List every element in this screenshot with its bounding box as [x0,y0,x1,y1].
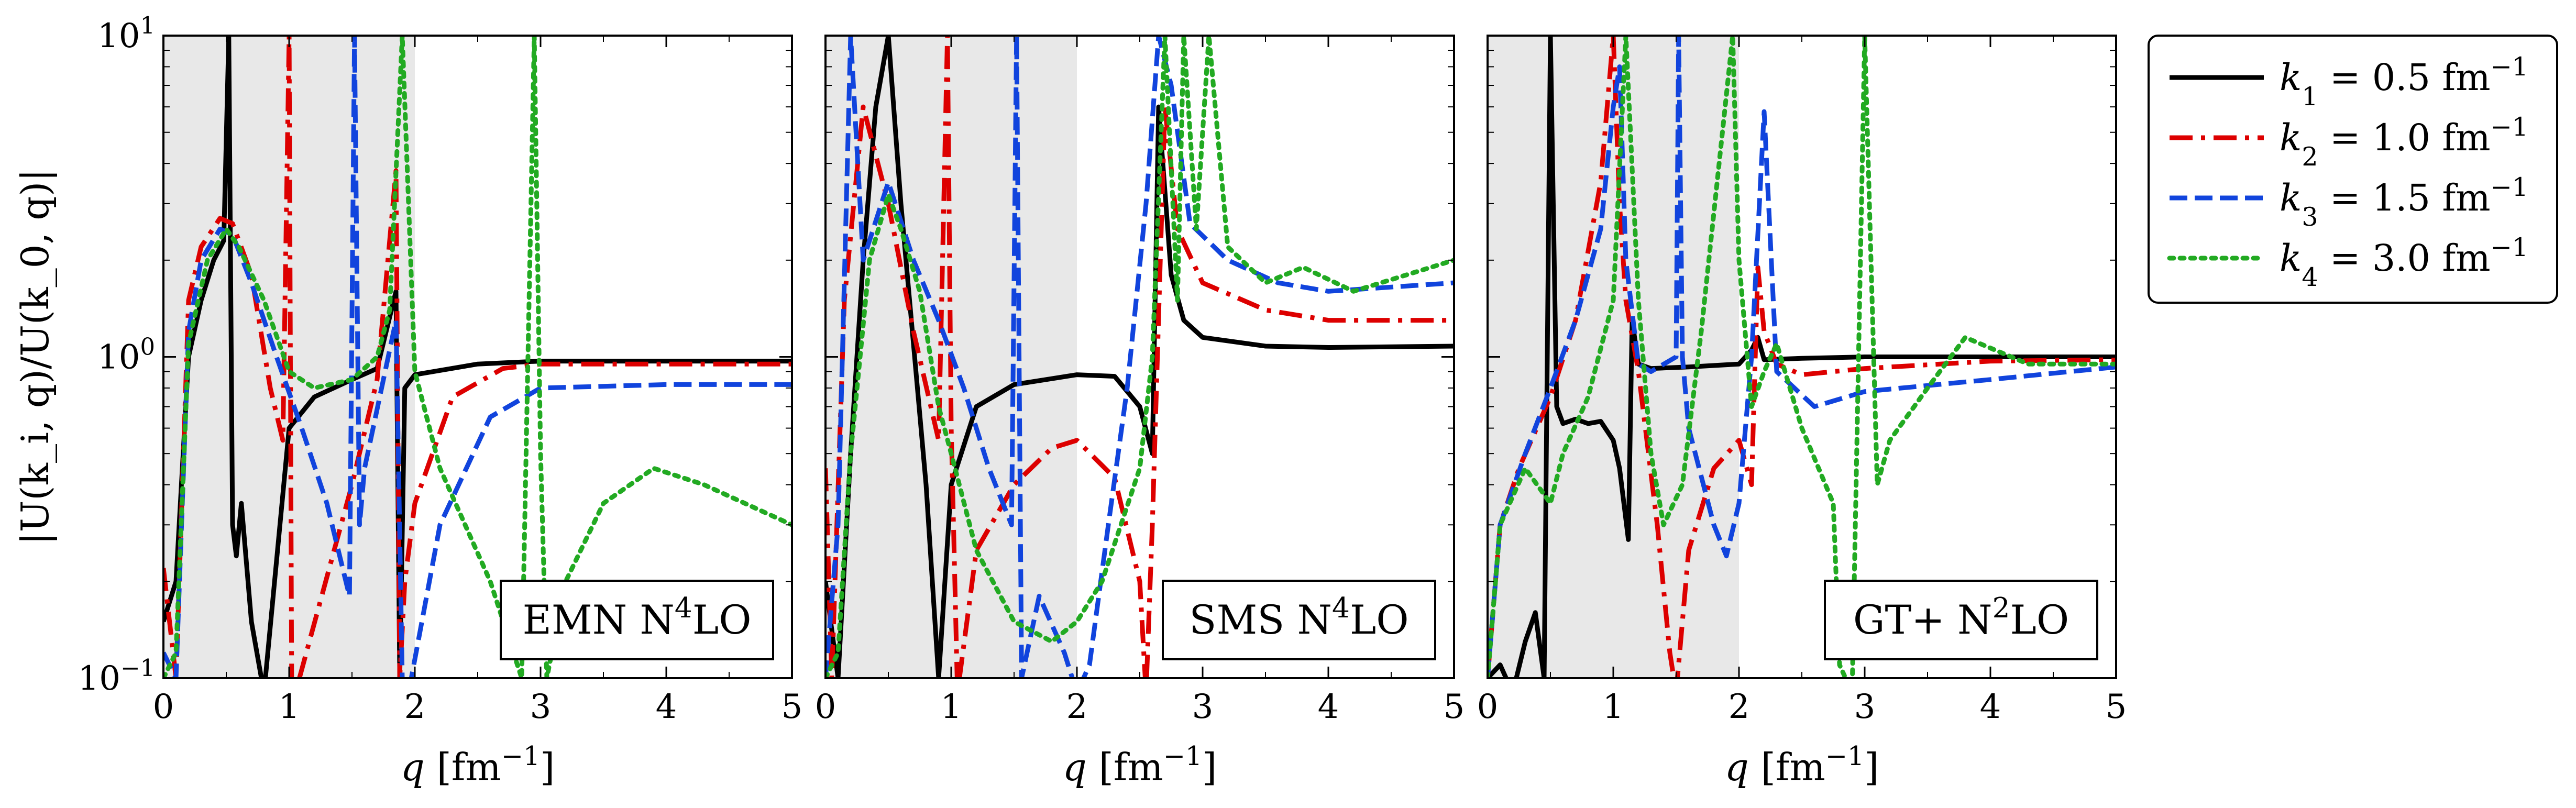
y-tick-label: 101 [97,12,155,56]
x-tick-label: 1 [941,688,962,726]
x-tick-label: 3 [1854,688,1876,726]
series-line-k1 [825,36,1454,678]
shaded-region [1488,36,1739,678]
series-line-k4 [825,36,1454,678]
x-tick-label: 4 [1318,688,1339,726]
x-tick-label: 5 [1444,688,1465,726]
legend-label-k1: k1 = 0.5 fm−1 [2280,52,2528,112]
legend-label-k3: k3 = 1.5 fm−1 [2280,172,2528,232]
series-line-k3 [825,36,1454,678]
panel-label: SMS N4LO [1189,592,1408,643]
x-tick-label: 5 [781,688,803,726]
x-tick-label: 0 [815,688,836,726]
chart-panels: 0 1 2 3 4 5 10−1 100 101 q [fm−1] EMN N4LO 0 1 2 3 4 5 q … [78,12,2127,790]
panel-label: GT+ N2LO [1853,592,2069,643]
x-tick-label: 4 [656,688,677,726]
x-tick-label: 1 [279,688,300,726]
series-line-k2 [825,36,1454,678]
legend-box [2148,35,2558,304]
x-tick-label: 3 [530,688,552,726]
series-line-k3 [1488,36,2116,678]
x-tick-label: 1 [1603,688,1624,726]
series-line-k3 [163,36,792,678]
panel-3: 0 1 2 3 4 5 q [fm−1] GT+ N2LO [1477,35,2127,790]
panel-label-box [500,580,774,660]
y-tick-label: 100 [97,333,155,377]
panel-label: EMN N4LO [522,592,751,643]
legend-label-k4: k4 = 3.0 fm−1 [2280,233,2528,292]
series-line-k1 [163,36,792,678]
x-tick-label: 4 [1980,688,2001,726]
x-tick-label: 5 [2106,688,2127,726]
x-axis-title: q [fm−1] [1063,740,1217,790]
x-tick-label: 0 [1477,688,1499,726]
panel-2: 0 1 2 3 4 5 q [fm−1] SMS N4LO [815,35,1465,790]
x-axis-title: q [fm−1] [401,740,555,790]
y-axis-title: |U(k_i, q)/U(k_0, q)| [13,169,57,545]
x-tick-label: 2 [404,688,426,726]
panel-label-box [1824,580,2098,660]
x-tick-label: 2 [1066,688,1088,726]
x-tick-label: 3 [1192,688,1214,726]
y-tick-label: 10−1 [78,654,155,699]
legend-label-k2: k2 = 1.0 fm−1 [2280,112,2528,172]
panel-1: 0 1 2 3 4 5 10−1 100 101 q [fm−1] EMN N4LO [78,12,803,790]
x-axis-title: q [fm−1] [1725,740,1879,790]
series-line-k4 [1488,36,2116,678]
x-tick-label: 2 [1729,688,1750,726]
panel-label-box [1162,580,1436,660]
series-line-k2 [163,36,792,678]
x-tick-label: 0 [153,688,174,726]
legend: k1 = 0.5 fm−1k2 = 1.0 fm−1k3 = 1.5 fm−1k… [2148,35,2558,304]
series-line-k1 [1488,36,2116,678]
